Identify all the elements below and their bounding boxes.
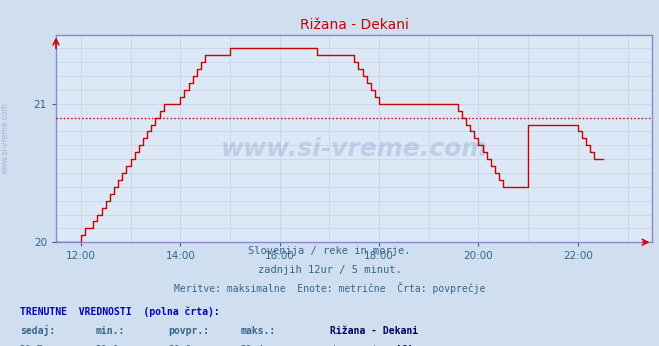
Text: Slovenija / reke in morje.: Slovenija / reke in morje. <box>248 246 411 256</box>
Text: zadnjih 12ur / 5 minut.: zadnjih 12ur / 5 minut. <box>258 265 401 275</box>
Text: 21,4: 21,4 <box>241 345 264 346</box>
Text: sedaj:: sedaj: <box>20 325 55 336</box>
Text: povpr.:: povpr.: <box>168 326 209 336</box>
Text: 20,0: 20,0 <box>96 345 119 346</box>
Text: Rižana - Dekani: Rižana - Dekani <box>330 326 418 336</box>
Text: TRENUTNE  VREDNOSTI  (polna črta):: TRENUTNE VREDNOSTI (polna črta): <box>20 306 219 317</box>
Title: Rižana - Dekani: Rižana - Dekani <box>300 18 409 32</box>
Text: www.si-vreme.com: www.si-vreme.com <box>221 137 488 161</box>
Text: temperatura[C]: temperatura[C] <box>331 345 414 346</box>
Text: www.si-vreme.com: www.si-vreme.com <box>1 102 10 174</box>
Text: 20,7: 20,7 <box>20 345 43 346</box>
Text: 20,9: 20,9 <box>168 345 192 346</box>
Text: maks.:: maks.: <box>241 326 275 336</box>
Text: min.:: min.: <box>96 326 125 336</box>
Text: Meritve: maksimalne  Enote: metrične  Črta: povprečje: Meritve: maksimalne Enote: metrične Črta… <box>174 282 485 294</box>
